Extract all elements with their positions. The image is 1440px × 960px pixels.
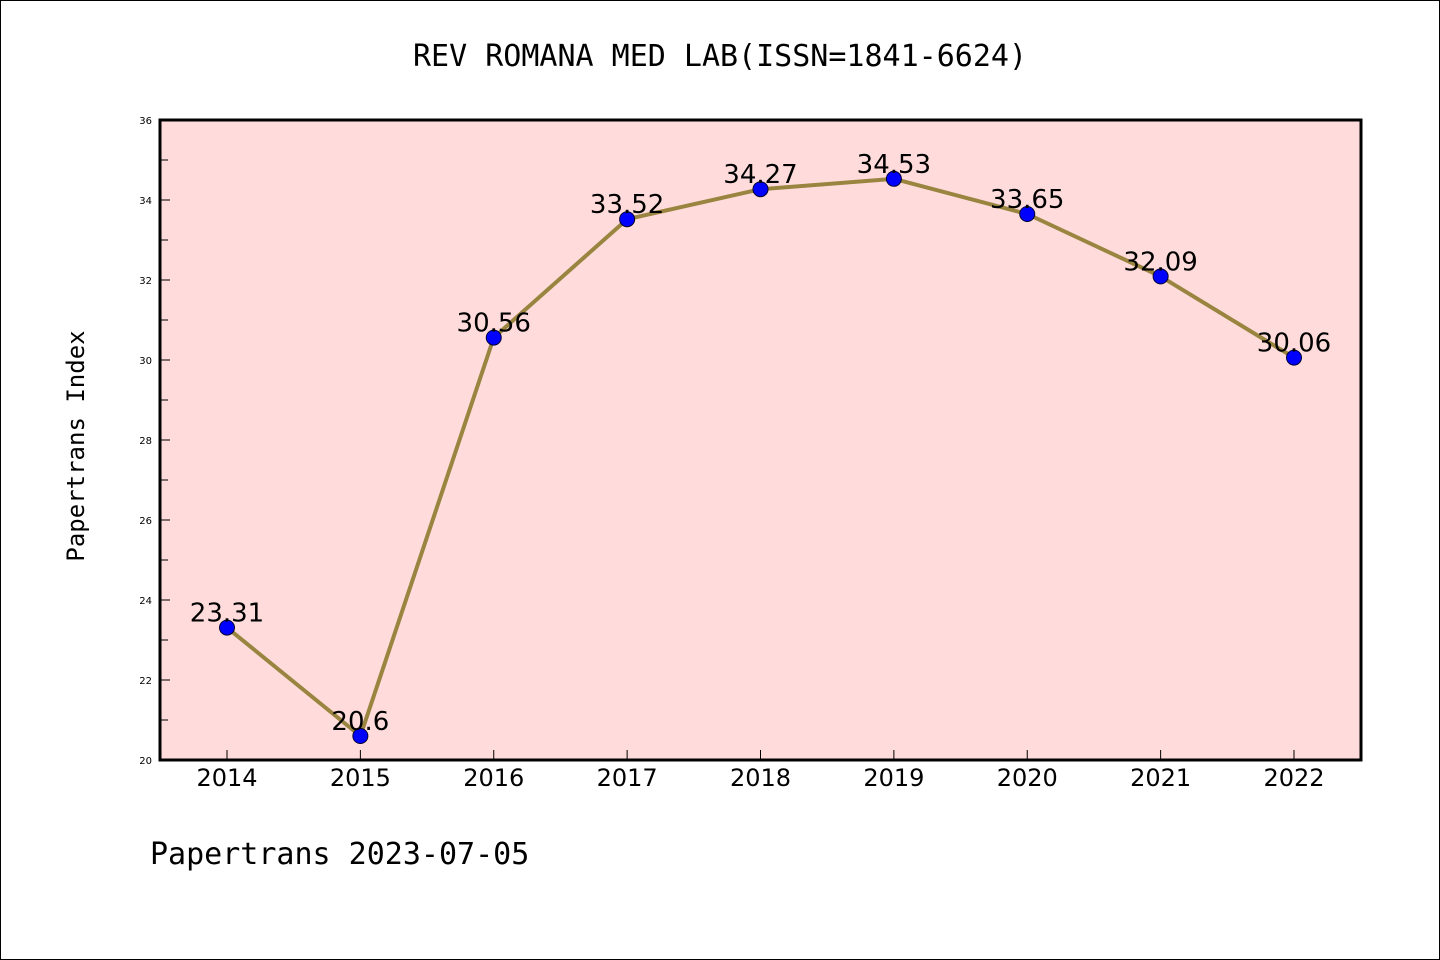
data-label: 34.27 bbox=[723, 160, 797, 190]
x-tick-label: 2021 bbox=[1130, 764, 1191, 792]
data-point bbox=[619, 211, 636, 228]
data-point bbox=[752, 181, 769, 198]
chart-title: REV ROMANA MED LAB(ISSN=1841-6624) bbox=[413, 39, 1027, 74]
y-tick-label: 30 bbox=[139, 356, 152, 367]
x-tick-label: 2017 bbox=[597, 764, 658, 792]
data-point bbox=[1286, 349, 1302, 366]
y-tick-label: 20 bbox=[139, 756, 152, 767]
y-tick-label: 28 bbox=[139, 436, 152, 447]
x-tick-label: 2015 bbox=[330, 764, 391, 792]
data-label: 33.52 bbox=[590, 190, 664, 220]
series-markers bbox=[219, 170, 1302, 744]
x-tick-label: 2014 bbox=[196, 764, 257, 792]
x-tick-label: 2019 bbox=[863, 764, 924, 792]
y-tick-label: 34 bbox=[139, 196, 152, 207]
data-point bbox=[485, 329, 502, 346]
y-tick-label: 24 bbox=[139, 596, 152, 607]
footer-text: Papertrans 2023-07-05 bbox=[150, 837, 529, 872]
data-label: 30.56 bbox=[457, 309, 531, 339]
data-point bbox=[1019, 206, 1036, 222]
data-label: 20.6 bbox=[331, 707, 389, 737]
y-tick-label: 26 bbox=[139, 516, 152, 527]
data-point bbox=[885, 170, 902, 187]
data-point bbox=[352, 728, 369, 744]
y-tick-label: 22 bbox=[139, 676, 152, 687]
y-axis-label: Papertrans Index bbox=[62, 330, 90, 561]
x-tick-label: 2020 bbox=[997, 764, 1058, 792]
data-point bbox=[1152, 268, 1169, 285]
data-label: 32.09 bbox=[1123, 247, 1197, 277]
data-label: 33.65 bbox=[990, 185, 1064, 215]
data-point bbox=[219, 619, 235, 636]
x-tick-label: 2022 bbox=[1263, 764, 1324, 792]
data-labels: 23.31 20.6 30.56 33.52 34.27 34.53 33.65 32.09 3… bbox=[190, 150, 1331, 737]
x-tick-label: 2018 bbox=[730, 764, 791, 792]
x-axis: 2014 2015 2016 2017 2018 2019 2020 2021 2022 bbox=[196, 750, 1325, 792]
x-tick-label: 2016 bbox=[463, 764, 524, 792]
data-label: 34.53 bbox=[857, 150, 931, 180]
data-label: 23.31 bbox=[190, 599, 264, 629]
data-label: 30.06 bbox=[1257, 329, 1331, 359]
y-tick-label: 32 bbox=[139, 276, 152, 287]
y-axis: 20 22 24 26 28 30 32 34 36 bbox=[139, 116, 170, 767]
y-tick-label: 36 bbox=[139, 116, 152, 127]
plot-area bbox=[158, 118, 1363, 762]
